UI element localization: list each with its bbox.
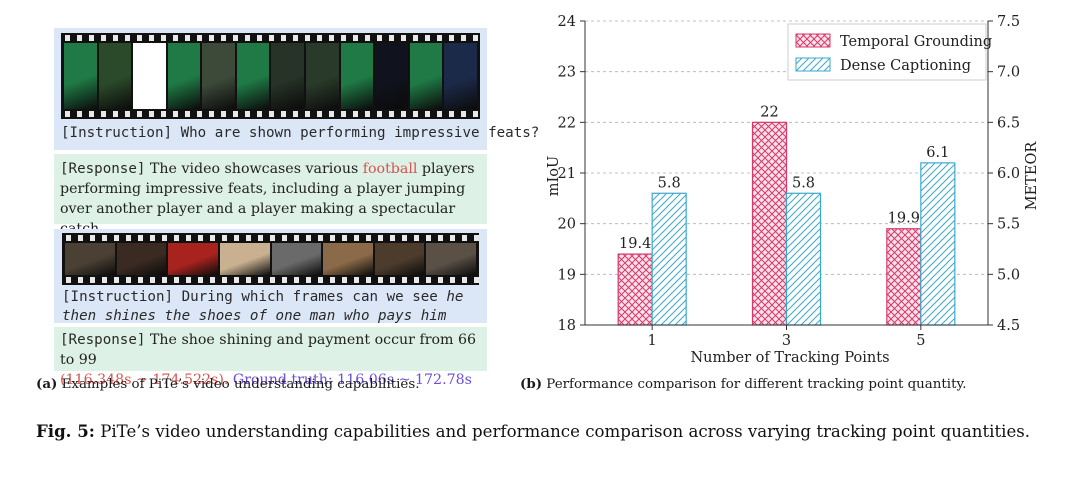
y-tick-label-left: 18 [558, 318, 576, 334]
x-axis-label: Number of Tracking Points [690, 350, 889, 366]
bar-dense-captioning [651, 192, 687, 326]
shoeshine-frame [219, 243, 270, 275]
example2-response: [Response] The shoe shining and payment … [60, 332, 477, 388]
y-tick-label-right: 7.0 [997, 65, 1020, 81]
football-frame [375, 43, 408, 109]
football-frame [167, 43, 201, 109]
y-tick-label-left: 22 [558, 115, 576, 131]
y-tick-label-right: 6.5 [997, 115, 1020, 131]
football-frame [306, 43, 339, 109]
caption-a: (a) Examples of PiTe’s video understandi… [36, 376, 420, 392]
example1-instruction-box: [Instruction] Who are shown performing i… [54, 28, 540, 150]
bar-label-temporal-grounding: 22 [760, 104, 778, 120]
shoeshine-frame [168, 243, 218, 275]
y-tick-label-right: 4.5 [997, 318, 1020, 334]
bar-label-temporal-grounding: 19.4 [619, 236, 651, 252]
y-tick-label-left: 24 [558, 14, 576, 30]
y-axis-label-right: METEOR [1024, 141, 1040, 211]
legend: Temporal Grounding Dense Captioning [787, 23, 992, 81]
football-frame [133, 43, 166, 109]
shoeshine-frames [65, 243, 476, 275]
shoeshine-filmstrip [62, 233, 479, 285]
bar-label-dense-captioning: 5.8 [658, 175, 681, 191]
example1-response-box: [Response] The video showcases various f… [54, 154, 487, 237]
shoeshine-frame [116, 243, 167, 275]
y-tick-label-left: 21 [558, 166, 576, 182]
y-tick-label-left: 19 [558, 267, 576, 283]
football-frames [64, 43, 477, 109]
highlight-football: football [362, 161, 418, 177]
bar-label-temporal-grounding: 19.9 [888, 211, 920, 227]
shoeshine-frame [426, 243, 476, 275]
example1-response: [Response] The video showcases various f… [60, 161, 475, 237]
tracking-points-chart: 18 19 20 21 22 23 24 4.5 5.0 5.5 6.0 6.5 7.0 7.5 1 19.4… [546, 14, 1040, 366]
y-tick-label-right: 6.0 [997, 166, 1020, 182]
football-frame [236, 43, 270, 109]
y-tick-label-right: 5.0 [997, 267, 1020, 283]
y-axis-label-left: mIoU [546, 156, 562, 196]
caption-b: (b) Performance comparison for different… [520, 376, 967, 392]
y-tick-label-right: 5.5 [997, 217, 1020, 233]
bar-label-dense-captioning: 6.1 [926, 145, 949, 161]
football-frame [64, 43, 97, 109]
football-frame [444, 43, 477, 109]
example2-instruction: [Instruction] During which frames can we… [62, 289, 464, 343]
example2-instruction-box: [Instruction] During which frames can we… [54, 229, 487, 343]
legend-dense-captioning: Dense Captioning [840, 58, 971, 74]
y-tick-label-left: 20 [558, 217, 576, 233]
bar-temporal-grounding [751, 121, 788, 326]
bar-dense-captioning [785, 192, 822, 326]
football-frame [271, 43, 305, 109]
x-tick-label: 5 [916, 333, 925, 349]
examples-panel: [Instruction] Who are shown performing i… [54, 28, 540, 388]
bar-temporal-grounding [617, 253, 653, 326]
legend-swatch-dense-captioning [795, 57, 831, 72]
y-tick-label-left: 23 [558, 65, 576, 81]
football-filmstrip [61, 33, 480, 119]
bar-temporal-grounding [886, 228, 922, 326]
shoeshine-frame [374, 243, 425, 275]
x-tick-label: 1 [648, 333, 657, 349]
football-frame [98, 43, 132, 109]
ground-truth: Ground truth: 116.06s ~ 172.78s [228, 372, 472, 388]
predicted-time: (116.348s ~ 174.522s). [60, 372, 229, 388]
shoeshine-frame [65, 243, 115, 275]
football-frame [202, 43, 235, 109]
legend-swatch-temporal-grounding [795, 33, 831, 48]
shoeshine-frame [323, 243, 373, 275]
figure-caption: Fig. 5: PiTe’s video understanding capab… [36, 421, 1031, 441]
y-tick-label-right: 7.5 [997, 14, 1020, 30]
football-frame [340, 43, 374, 109]
example1-instruction: [Instruction] Who are shown performing i… [61, 125, 540, 141]
example2-response-box: [Response] The shoe shining and payment … [54, 327, 487, 388]
x-tick-label: 3 [782, 333, 791, 349]
bar-dense-captioning [920, 162, 956, 326]
bar-label-dense-captioning: 5.8 [792, 175, 815, 191]
legend-temporal-grounding: Temporal Grounding [840, 34, 992, 50]
football-frame [409, 43, 443, 109]
shoeshine-frame [271, 243, 322, 275]
